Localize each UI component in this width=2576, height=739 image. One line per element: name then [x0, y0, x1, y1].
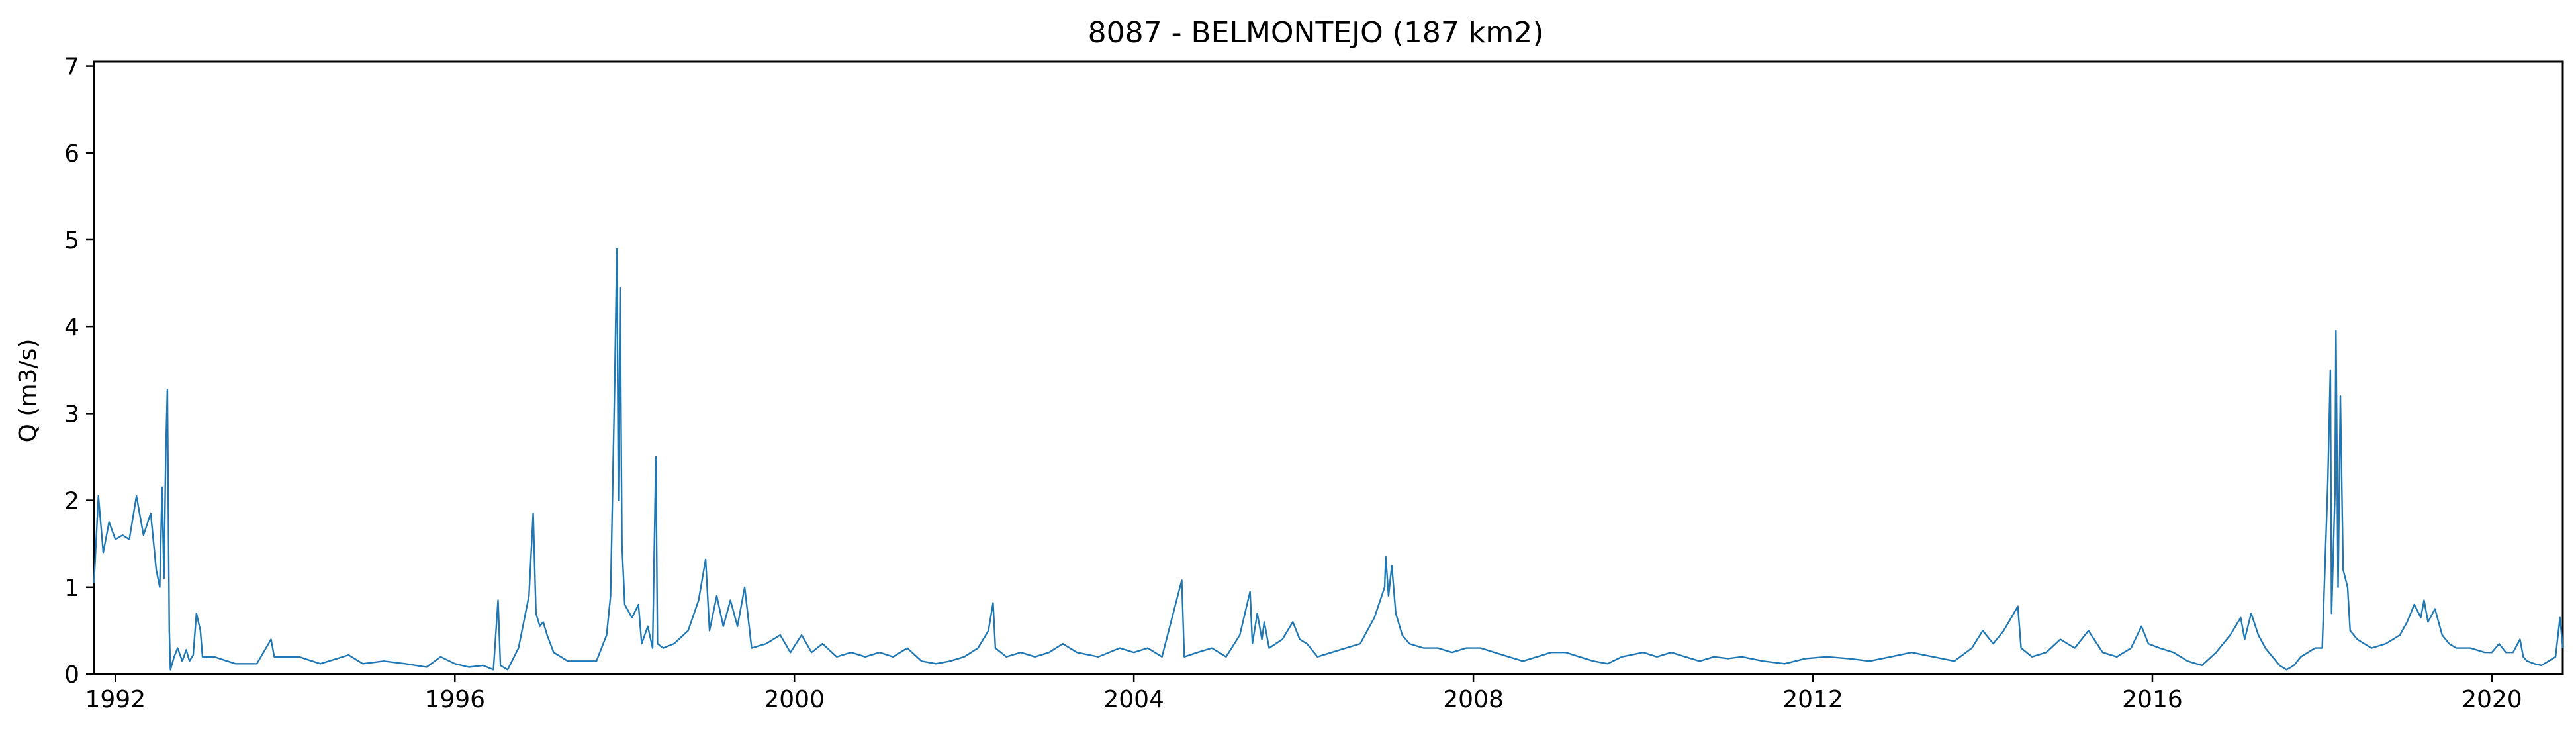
x-tick-label: 1992: [85, 686, 146, 713]
series-line: [93, 247, 2564, 671]
y-tick-label: 2: [64, 488, 79, 515]
y-tick-label: 4: [64, 314, 79, 341]
x-tick-label: 2016: [2122, 686, 2183, 713]
plot-frame: [93, 60, 2564, 675]
y-tick-label: 7: [64, 54, 79, 81]
x-tick-label: 2008: [1443, 686, 1504, 713]
y-axis: 0 1 2 3 4 5 6 7: [64, 54, 94, 689]
x-tick-label: 2000: [764, 686, 825, 713]
chart-title: 8087 - BELMONTEJO (187 km2): [1088, 16, 1544, 50]
x-tick-label: 2004: [1103, 686, 1164, 713]
x-tick-label: 2020: [2461, 686, 2522, 713]
x-tick-label: 2012: [1782, 686, 1843, 713]
x-tick-label: 1996: [424, 686, 485, 713]
y-tick-label: 5: [64, 227, 79, 254]
y-tick-label: 0: [64, 662, 79, 689]
x-axis: 1992 1996 2000 2004 2008 2012 2016 2020: [85, 674, 2522, 713]
y-axis-label: Q (m3/s): [15, 339, 42, 443]
y-tick-label: 6: [64, 140, 79, 168]
y-tick-label: 1: [64, 575, 79, 602]
plot-area: 1992 1996 2000 2004 2008 2012 2016 2020 0 1 2 3 4 5 6…: [64, 54, 2564, 713]
y-tick-label: 3: [64, 401, 79, 428]
